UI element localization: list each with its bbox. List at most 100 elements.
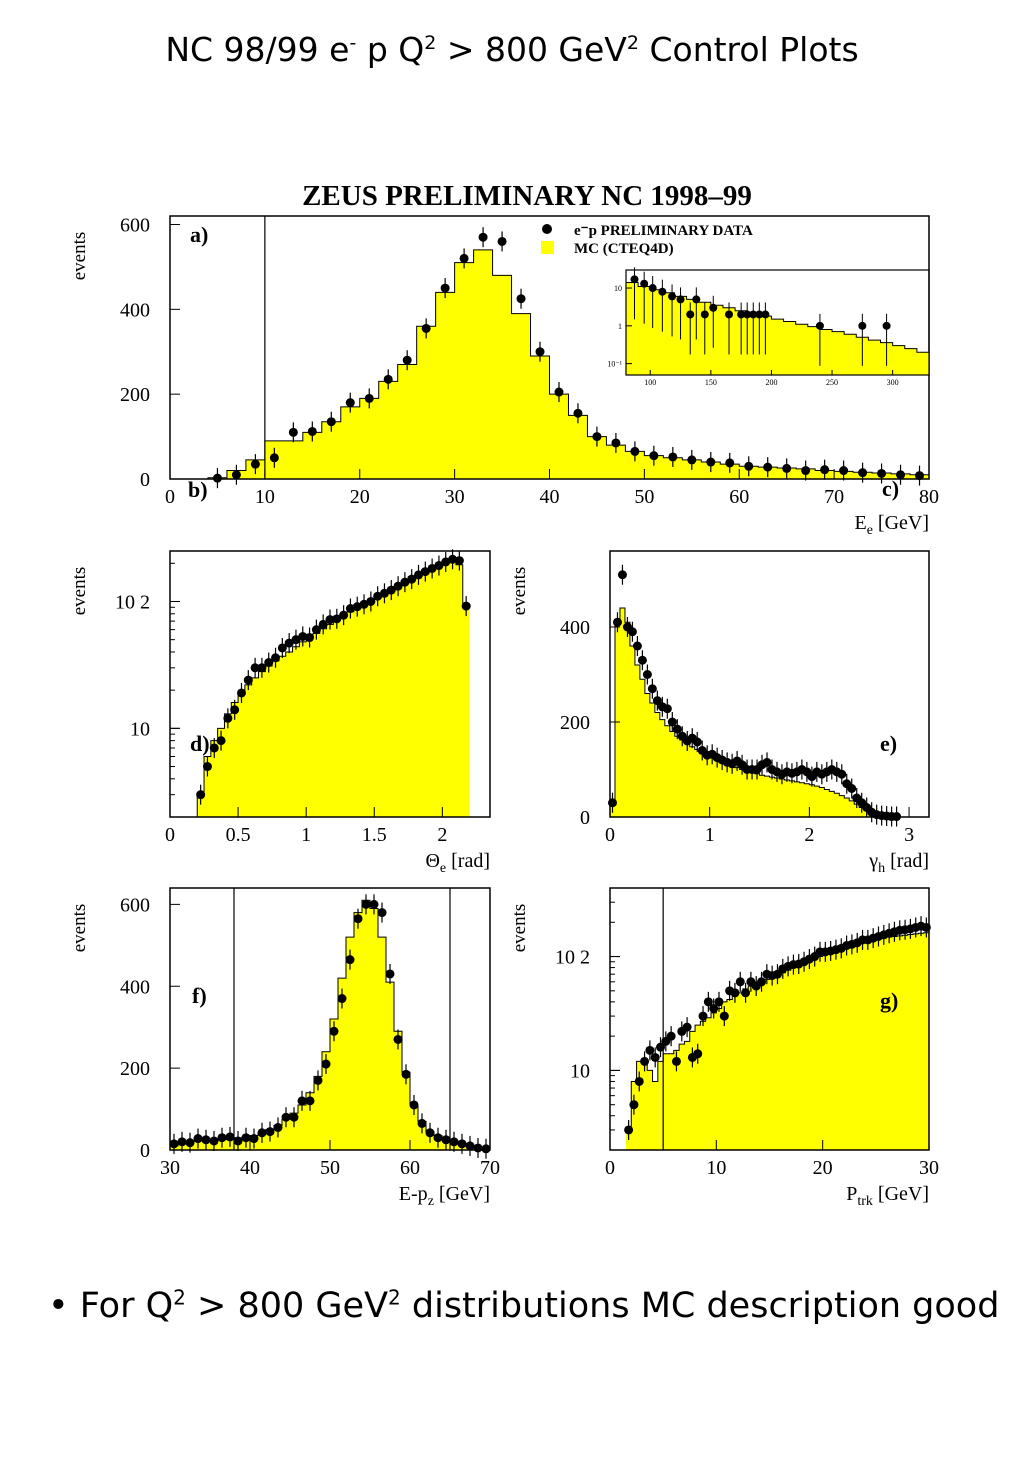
x-tick-label: 0 (605, 824, 615, 846)
data-point (858, 468, 868, 478)
data-point (573, 408, 583, 418)
inset-data-point (882, 321, 891, 330)
panel-label: b) (188, 477, 208, 502)
y-tick-label: 10 2 (115, 591, 150, 613)
inset-data-point (725, 310, 734, 319)
x-tick-label: 40 (540, 486, 560, 508)
data-point (216, 736, 226, 746)
data-point (847, 784, 857, 793)
data-point (693, 1049, 703, 1059)
x-tick-label: 70 (480, 1157, 500, 1179)
data-point (481, 1144, 491, 1154)
data-point (516, 294, 526, 304)
data-point (427, 563, 437, 573)
data-point (709, 1003, 719, 1013)
inset-data-point (648, 284, 657, 293)
data-point (359, 599, 369, 609)
data-point (433, 1133, 443, 1143)
x-axis-label: γh [rad] (868, 850, 929, 876)
data-point (706, 457, 716, 467)
x-axis-label: E-pz [GeV] (399, 1183, 490, 1209)
mc-histogram-fill (190, 559, 470, 817)
data-point (233, 1136, 243, 1146)
x-tick-label: 0 (605, 1157, 615, 1179)
x-tick-label: 60 (400, 1157, 420, 1179)
inset-data-point (815, 321, 824, 330)
x-tick-label: 0 (165, 824, 175, 846)
y-tick-label: 400 (120, 299, 150, 321)
data-point (611, 438, 621, 448)
data-point (230, 705, 240, 715)
data-point (318, 619, 328, 629)
x-tick-label: 20 (350, 486, 370, 508)
data-point (311, 625, 321, 635)
legend-mc-swatch (541, 241, 554, 254)
data-point (473, 1143, 483, 1153)
data-point (209, 743, 219, 753)
data-point (373, 591, 383, 601)
y-axis-label: events (69, 567, 90, 616)
data-point (250, 663, 260, 673)
x-tick-label: 30 (919, 1157, 939, 1179)
y-tick-label: 600 (120, 894, 150, 916)
inset-data-point (761, 310, 770, 319)
y-tick-label: 0 (140, 469, 150, 491)
data-point (241, 1133, 251, 1143)
data-point (441, 1135, 451, 1145)
y-tick-label: 200 (560, 712, 590, 734)
y-tick-label: 400 (120, 976, 150, 998)
data-point (535, 347, 545, 357)
data-point (321, 1059, 331, 1069)
plot-frame (609, 550, 930, 818)
data-point (402, 355, 412, 365)
data-point (671, 1056, 681, 1066)
inset-frame (625, 269, 930, 376)
data-point (193, 1134, 203, 1144)
data-point (441, 557, 451, 567)
x-tick-label: 1 (301, 824, 311, 846)
data-point (896, 470, 906, 480)
data-point (291, 635, 301, 645)
data-point (461, 601, 471, 611)
data-point (434, 561, 444, 571)
data-point (744, 461, 754, 471)
figure-title: ZEUS PRELIMINARY NC 1998–99 (302, 180, 752, 212)
data-point (393, 1034, 403, 1044)
inset-x-tick-label: 250 (826, 378, 838, 387)
data-point (645, 1045, 655, 1055)
data-point (271, 653, 281, 663)
data-point (440, 283, 450, 293)
data-point (345, 955, 355, 965)
panel-label: e) (880, 731, 897, 756)
data-point (414, 570, 424, 580)
data-point (264, 658, 274, 668)
bullet-summary: • For Q2 > 800 GeV2 distributions MC des… (48, 1285, 1000, 1326)
data-point (196, 790, 206, 800)
data-point (612, 617, 622, 627)
data-point (257, 1128, 267, 1138)
panel-label: c) (882, 476, 899, 501)
x-tick-label: 10 (255, 486, 275, 508)
data-point (337, 994, 347, 1004)
inset-mc-outline (626, 282, 929, 353)
data-point (377, 908, 387, 918)
y-tick-label: 10 2 (555, 947, 590, 969)
data-point (209, 1136, 219, 1146)
data-point (425, 1128, 435, 1138)
data-point (345, 604, 355, 614)
data-point (257, 663, 267, 673)
data-point (454, 556, 464, 566)
data-point (741, 988, 751, 998)
panel-label: a) (190, 222, 208, 247)
data-point (407, 574, 417, 584)
data-point (630, 446, 640, 456)
inset-data-point (749, 310, 758, 319)
data-point (353, 914, 363, 924)
inset-y-tick-label: 10⁻¹ (607, 360, 622, 369)
y-tick-label: 200 (120, 384, 150, 406)
data-point (202, 762, 212, 772)
inset-data-point (658, 287, 667, 296)
x-tick-label: 20 (813, 1157, 833, 1179)
y-tick-label: 400 (560, 617, 590, 639)
data-point (637, 655, 647, 665)
